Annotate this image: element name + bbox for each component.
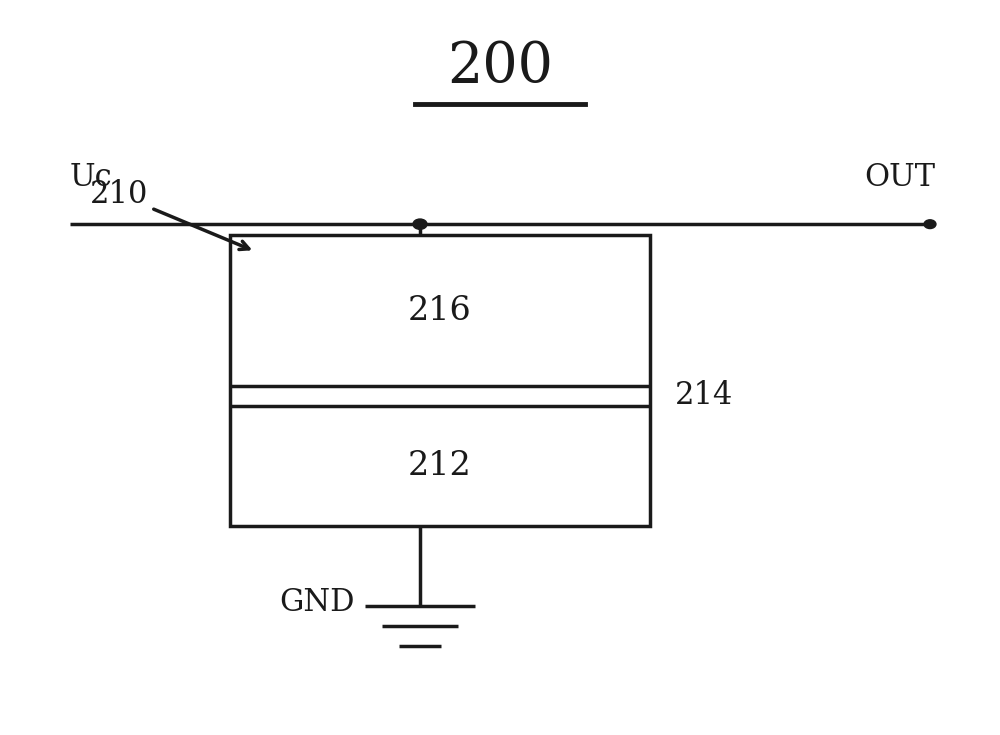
Text: 210: 210 bbox=[90, 179, 249, 249]
Bar bbox=[230, 235, 650, 526]
Text: 214: 214 bbox=[675, 380, 733, 412]
Text: GND: GND bbox=[280, 587, 355, 618]
Text: Uc: Uc bbox=[70, 162, 113, 193]
Text: 212: 212 bbox=[408, 450, 472, 481]
Text: 216: 216 bbox=[408, 295, 472, 326]
Circle shape bbox=[924, 220, 936, 229]
Text: OUT: OUT bbox=[864, 162, 935, 193]
Circle shape bbox=[413, 219, 427, 229]
Text: 200: 200 bbox=[447, 39, 553, 93]
